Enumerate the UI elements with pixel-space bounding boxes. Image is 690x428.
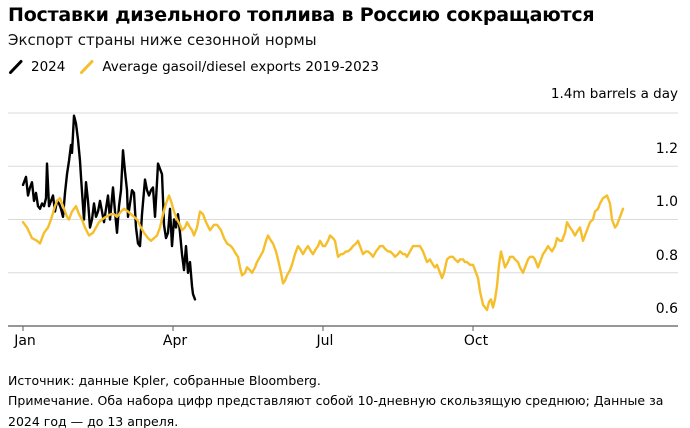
legend-label-2024: 2024	[31, 59, 66, 75]
legend-item-average: Average gasoil/diesel exports 2019-2023	[79, 59, 379, 75]
line-swatch-average-icon	[80, 60, 94, 74]
y-tick-label-1-0: 1.0	[655, 194, 678, 210]
legend-item-2024: 2024	[8, 59, 65, 75]
line-swatch-2024-icon	[9, 60, 23, 74]
y-axis-unit-label: 1.4m barrels a day	[550, 86, 678, 102]
page-title: Поставки дизельного топлива в Россию сок…	[8, 4, 595, 26]
page-subtitle: Экспорт страны ниже сезонной нормы	[8, 31, 317, 49]
y-tick-label-0-8: 0.8	[655, 248, 678, 264]
source-note: Источник: данные Kpler, собранные Bloomb…	[8, 371, 686, 428]
legend-label-average: Average gasoil/diesel exports 2019-2023	[102, 59, 379, 75]
x-tick-label-oct: Oct	[463, 333, 489, 349]
note-line-2: 2024 год — до 13 апреля.	[8, 413, 179, 428]
x-tick-label-jan: Jan	[14, 333, 36, 349]
legend: 2024 Average gasoil/diesel exports 2019-…	[8, 57, 379, 77]
y-tick-label-0-6: 0.6	[655, 301, 678, 317]
x-tick-label-apr: Apr	[162, 333, 188, 349]
series-line-2024	[21, 114, 197, 301]
x-tick-label-jul: Jul	[316, 333, 334, 349]
series-line-average	[21, 194, 625, 312]
note-line-1: Примечание. Оба набора цифр представляют…	[8, 393, 664, 409]
source-line: Источник: данные Kpler, собранные Bloomb…	[8, 373, 321, 388]
y-tick-label-1-2: 1.2	[655, 141, 678, 157]
